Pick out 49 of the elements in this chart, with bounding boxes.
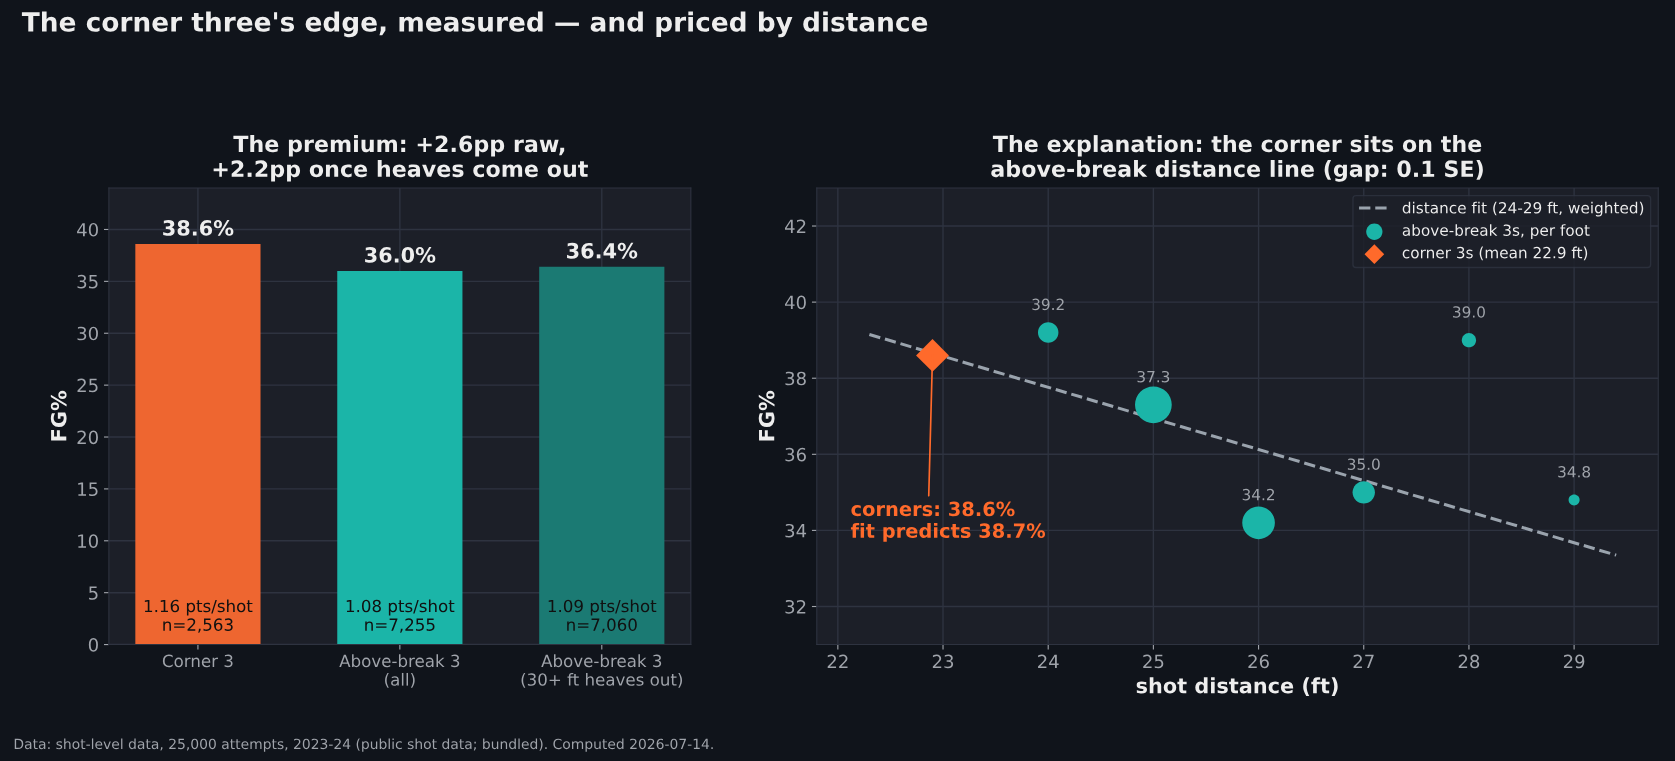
y-tick-label: 20 bbox=[77, 430, 98, 445]
y-tick-label: 34 bbox=[785, 523, 807, 538]
x-tick-label: Above-break 3 (all) bbox=[339, 654, 460, 688]
x-tick-label: Corner 3 bbox=[162, 654, 233, 668]
data-label: 39.2 bbox=[1032, 298, 1064, 311]
y-tick-label: 36 bbox=[785, 447, 806, 462]
y-tick-label: 5 bbox=[89, 586, 98, 600]
chart-subtitle: The premium: +2.6pp raw, +2.2pp once heaves come out bbox=[213, 135, 588, 182]
annotation: 1.08 pts/shot n=7,255 bbox=[346, 599, 455, 633]
x-tick-label: 24 bbox=[1038, 654, 1059, 669]
y-axis-title: FG% bbox=[50, 390, 67, 441]
annotation: 1.09 pts/shot n=7,060 bbox=[548, 599, 657, 633]
y-tick-label: 32 bbox=[785, 599, 806, 614]
data-label: 34.2 bbox=[1242, 488, 1275, 501]
y-tick-label: 30 bbox=[77, 326, 98, 341]
annotation: corners: 38.6% fit predicts 38.7% bbox=[850, 501, 1046, 542]
x-tick-label: 22 bbox=[827, 654, 848, 669]
data-label: 37.3 bbox=[1137, 370, 1170, 383]
data-label: 38.6% bbox=[163, 220, 234, 236]
data-label: 36.0% bbox=[365, 247, 436, 263]
x-tick-label: Above-break 3 (30+ ft heaves out) bbox=[521, 654, 683, 688]
y-axis-title: FG% bbox=[758, 390, 775, 441]
y-tick-label: 0 bbox=[88, 638, 98, 652]
x-axis-title: shot distance (ft) bbox=[1136, 677, 1338, 696]
x-tick-label: 27 bbox=[1353, 654, 1374, 669]
x-tick-label: 29 bbox=[1563, 654, 1585, 669]
y-tick-label: 38 bbox=[785, 371, 806, 386]
x-tick-label: 28 bbox=[1458, 654, 1480, 669]
x-tick-label: 25 bbox=[1143, 654, 1164, 669]
data-label: 36.4% bbox=[567, 242, 638, 259]
legend-label: corner 3s (mean 22.9 ft) bbox=[1402, 246, 1588, 261]
legend-label: distance fit (24-29 ft, weighted) bbox=[1402, 201, 1644, 217]
data-label: 34.8 bbox=[1558, 466, 1591, 478]
legend-label: above-break 3s, per foot bbox=[1402, 224, 1590, 239]
x-tick-label: 26 bbox=[1248, 654, 1269, 669]
y-tick-label: 15 bbox=[78, 482, 98, 497]
chart-title: The corner three's edge, measured — and priced by distance bbox=[21, 11, 928, 38]
y-tick-label: 10 bbox=[78, 534, 98, 548]
y-tick-label: 42 bbox=[784, 219, 806, 233]
text: Data: shot-level data, 25,000 attempts, 2023-24 (public shot data; bundled). Computed 2026-07-14. bbox=[14, 738, 713, 752]
y-tick-label: 40 bbox=[77, 222, 98, 237]
y-tick-label: 40 bbox=[784, 295, 806, 310]
x-tick-label: 23 bbox=[932, 654, 954, 669]
data-label: 39.0 bbox=[1453, 306, 1485, 318]
chart-subtitle: The explanation: the corner sits on the above-break distance line (gap: 0.1 SE) bbox=[991, 135, 1483, 182]
annotation: 1.16 pts/shot n=2,563 bbox=[144, 599, 253, 633]
data-label: 35.0 bbox=[1347, 458, 1380, 470]
y-tick-label: 35 bbox=[77, 274, 98, 289]
y-tick-label: 25 bbox=[77, 378, 98, 393]
